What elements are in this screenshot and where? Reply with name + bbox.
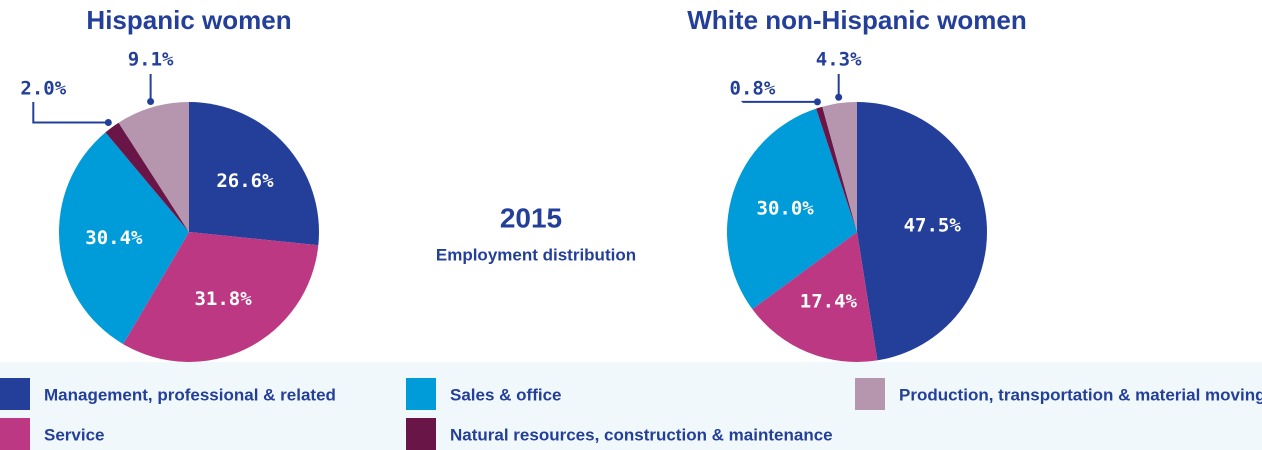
value-label: 9.1% — [128, 49, 174, 71]
value-label: 31.8% — [194, 288, 252, 310]
pie-slice — [816, 106, 857, 232]
pie-slice — [752, 232, 878, 362]
legend-swatch — [406, 378, 436, 410]
legend-band — [0, 362, 1262, 450]
pie-slice — [118, 102, 189, 232]
legend-swatch — [406, 418, 436, 450]
value-label: 26.6% — [216, 170, 274, 192]
value-label: 2.0% — [20, 78, 66, 100]
value-label: 47.5% — [904, 215, 962, 237]
pie-slice — [822, 102, 857, 232]
value-label: 4.3% — [816, 49, 862, 71]
legend-label: Service — [44, 425, 105, 444]
pie-slice — [857, 102, 987, 361]
caption: Employment distribution — [436, 245, 636, 264]
legend-label: Natural resources, construction & mainte… — [450, 425, 833, 444]
value-label: 17.4% — [800, 290, 858, 312]
pie-slice — [105, 122, 189, 232]
chart-title: White non-Hispanic women — [687, 5, 1026, 35]
legend-swatch — [0, 418, 30, 450]
value-label: 30.0% — [757, 198, 815, 220]
legend-label: Production, transportation & material mo… — [899, 385, 1262, 404]
pie-slice — [727, 108, 857, 310]
legend-swatch — [0, 378, 30, 410]
chart-title: Hispanic women — [86, 5, 291, 35]
pie-slice — [189, 102, 319, 246]
pie-slice — [58, 132, 189, 345]
value-label: 0.8% — [730, 78, 776, 100]
pie-slice — [123, 232, 319, 362]
legend-swatch — [855, 378, 885, 410]
legend-label: Management, professional & related — [44, 385, 336, 404]
year: 2015 — [500, 202, 562, 233]
legend-label: Sales & office — [450, 385, 562, 404]
leader-line — [32, 102, 109, 124]
value-label: 30.4% — [85, 227, 143, 249]
